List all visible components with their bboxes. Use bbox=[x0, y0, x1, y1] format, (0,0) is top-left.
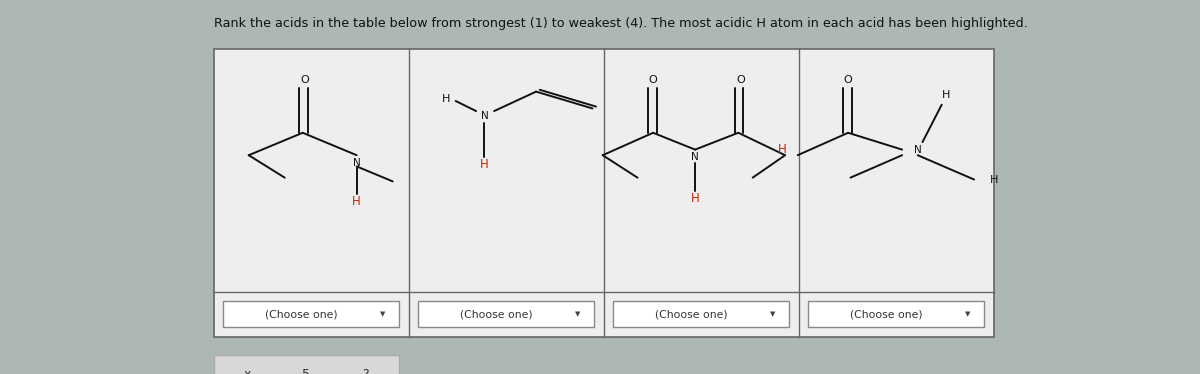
Text: 5: 5 bbox=[302, 368, 311, 374]
Bar bbox=[419, 301, 594, 327]
Bar bbox=[809, 301, 984, 327]
Text: H: H bbox=[442, 94, 450, 104]
Text: ▼: ▼ bbox=[965, 311, 970, 317]
Text: H: H bbox=[353, 196, 361, 208]
Text: O: O bbox=[649, 76, 658, 85]
Text: H: H bbox=[942, 91, 950, 100]
Text: H: H bbox=[990, 175, 998, 184]
Text: (Choose one): (Choose one) bbox=[460, 309, 533, 319]
Text: H: H bbox=[480, 158, 488, 171]
Text: N: N bbox=[353, 158, 360, 168]
Text: N: N bbox=[481, 111, 488, 121]
Text: H: H bbox=[778, 143, 786, 156]
Text: O: O bbox=[844, 76, 852, 85]
Text: ▼: ▼ bbox=[769, 311, 775, 317]
Text: (Choose one): (Choose one) bbox=[655, 309, 727, 319]
Text: N: N bbox=[914, 145, 922, 154]
Bar bbox=[613, 301, 790, 327]
Text: ▼: ▼ bbox=[379, 311, 385, 317]
Text: N: N bbox=[691, 152, 698, 162]
Text: O: O bbox=[301, 76, 310, 85]
Text: ?: ? bbox=[362, 368, 368, 374]
Text: O: O bbox=[737, 76, 745, 85]
Bar bbox=[223, 301, 398, 327]
Text: (Choose one): (Choose one) bbox=[850, 309, 923, 319]
Bar bbox=[214, 355, 398, 374]
Text: x: x bbox=[244, 368, 251, 374]
Text: H: H bbox=[691, 192, 700, 205]
Text: Rank the acids in the table below from strongest (1) to weakest (4). The most ac: Rank the acids in the table below from s… bbox=[214, 17, 1027, 30]
Bar bbox=[214, 49, 994, 337]
Text: (Choose one): (Choose one) bbox=[265, 309, 337, 319]
Text: ▼: ▼ bbox=[575, 311, 580, 317]
